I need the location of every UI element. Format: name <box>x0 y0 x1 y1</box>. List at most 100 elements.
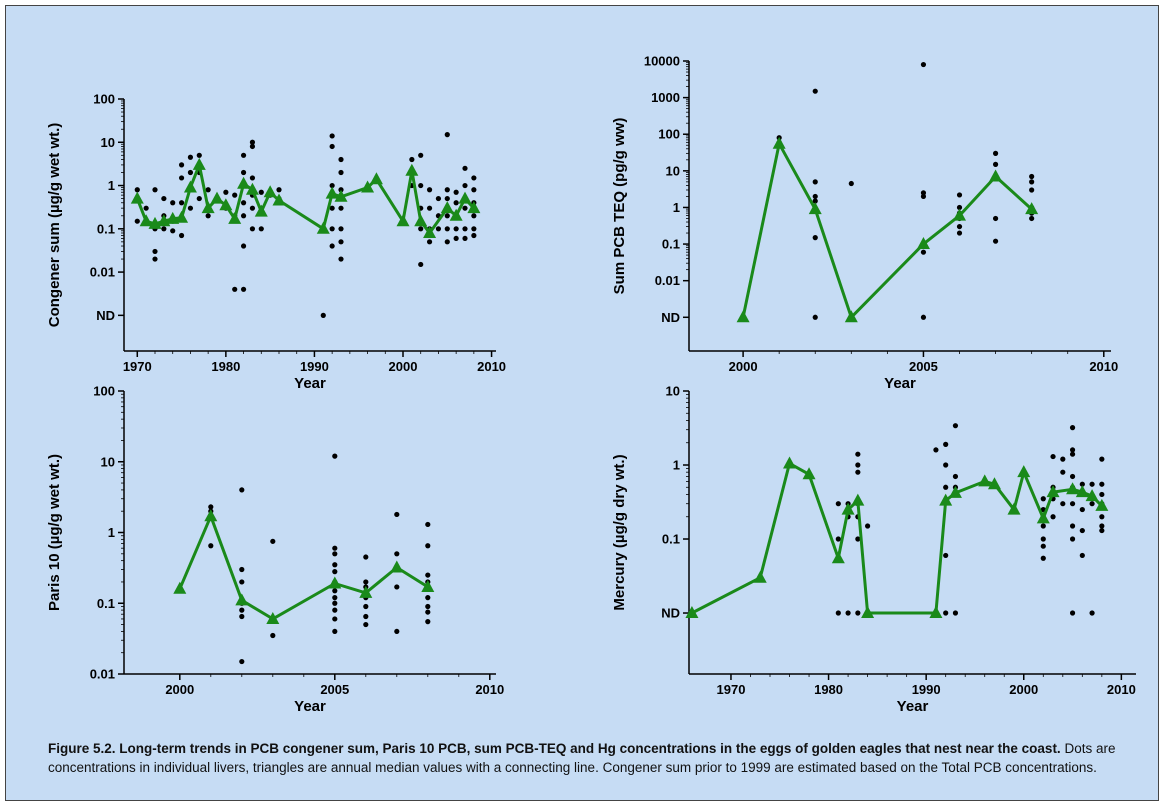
data-dot <box>425 543 431 549</box>
chart-paris10: 0.01 0.1 1 10 100 2000 2005 2010 Year Paris 10 (µ… <box>46 384 504 716</box>
median-triangle <box>831 551 845 564</box>
chart-congener: ND 0.01 0.1 1 10 100 1970 1980 1990 2000 2010 Year C… <box>46 92 506 393</box>
data-dot <box>258 189 264 195</box>
data-dot <box>418 182 424 189</box>
x-tick-label: 1990 <box>300 359 329 374</box>
data-dot <box>1099 514 1105 520</box>
median-triangle <box>396 214 410 227</box>
data-dot <box>363 554 369 560</box>
data-dot <box>1040 543 1046 549</box>
data-dot <box>1040 496 1046 502</box>
data-dot <box>1060 469 1066 475</box>
median-triangle <box>753 570 767 583</box>
data-dot <box>1079 481 1085 487</box>
data-dot <box>1040 536 1046 542</box>
data-dot <box>1029 215 1035 222</box>
data-dot <box>134 187 140 193</box>
data-dot <box>992 161 999 167</box>
y-tick-label: 0.01 <box>90 667 115 682</box>
chart-mercury: ND 0.1 1 10 1970 1980 1990 2000 2010 Year Mercury … <box>611 384 1136 715</box>
y-axis-label: Paris 10 (µg/g wet wt.) <box>46 454 63 611</box>
y-axis-label: Mercury (µg/g dry wt.) <box>611 454 628 610</box>
data-dot <box>835 536 841 542</box>
data-dot <box>992 150 999 156</box>
data-dot <box>425 595 431 601</box>
data-dot <box>338 187 344 193</box>
data-dot <box>249 205 256 211</box>
data-dot <box>1050 514 1056 520</box>
data-dot <box>134 218 140 224</box>
y-tick-label: 100 <box>658 127 680 142</box>
data-dot <box>363 621 369 628</box>
data-dot <box>444 187 450 193</box>
caption-body: Dots are concentrations in individual li… <box>48 741 1116 775</box>
median-triangle <box>414 214 428 227</box>
data-dot <box>855 451 861 457</box>
data-dot <box>394 551 400 557</box>
data-dot <box>812 193 818 200</box>
median-triangle <box>219 198 233 211</box>
data-dot <box>161 195 167 202</box>
data-dot <box>453 189 459 195</box>
data-dot <box>933 447 939 453</box>
x-tick-label: 2000 <box>729 359 758 374</box>
data-dot <box>952 610 959 616</box>
x-axis-label: Year <box>294 375 326 392</box>
data-dot <box>425 603 431 610</box>
data-dot <box>196 195 202 202</box>
data-dot <box>332 607 338 613</box>
median-triangle <box>440 201 454 214</box>
y-tick-label: 1 <box>108 178 115 193</box>
data-dot <box>835 501 841 507</box>
data-dot <box>1069 501 1076 507</box>
median-triangle <box>263 185 277 198</box>
data-dot <box>956 204 963 211</box>
data-dot <box>338 226 344 232</box>
data-dot <box>453 200 459 206</box>
median-triangle <box>929 606 943 619</box>
data-dot <box>332 551 338 557</box>
data-dot <box>920 314 927 320</box>
data-dot <box>471 232 477 239</box>
data-dot <box>205 213 211 219</box>
median-triangle <box>173 581 187 594</box>
y-tick-label: 0.01 <box>655 273 680 288</box>
data-dot <box>462 226 468 232</box>
x-tick-label: 2010 <box>1089 359 1118 374</box>
data-dot <box>1050 453 1056 460</box>
y-tick-label: 10 <box>101 454 115 469</box>
median-triangle <box>390 560 404 573</box>
data-dot <box>239 579 245 585</box>
data-dot <box>249 226 256 232</box>
data-dot <box>426 239 433 245</box>
median-triangle <box>1066 482 1080 495</box>
median-triangle <box>130 191 144 204</box>
median-triangle <box>844 310 858 323</box>
data-dot <box>143 205 149 211</box>
data-dot <box>426 187 433 193</box>
data-dot <box>239 487 245 493</box>
data-dot <box>170 228 176 234</box>
median-triangle <box>325 186 339 199</box>
data-dot <box>453 235 459 242</box>
data-dot <box>394 628 400 635</box>
median-triangle <box>201 201 215 214</box>
data-dot <box>270 538 276 544</box>
data-dot <box>1060 456 1066 462</box>
data-dot <box>239 607 245 613</box>
data-dot <box>1029 173 1035 180</box>
data-dot <box>332 588 338 594</box>
data-dot <box>239 613 245 620</box>
data-dot <box>394 584 400 590</box>
data-dot <box>232 192 238 198</box>
data-dot <box>855 469 861 475</box>
y-tick-label: ND <box>96 308 115 323</box>
data-dot <box>363 613 369 620</box>
median-triangle <box>987 477 1001 490</box>
median-triangle <box>361 180 375 193</box>
data-dot <box>196 152 202 158</box>
charts-canvas: ND 0.01 0.1 1 10 100 1970 1980 1990 2000 2010 Year C… <box>46 54 1136 716</box>
median-triangle <box>369 172 383 185</box>
data-dot <box>338 239 344 245</box>
y-tick-label: 10 <box>666 384 680 399</box>
